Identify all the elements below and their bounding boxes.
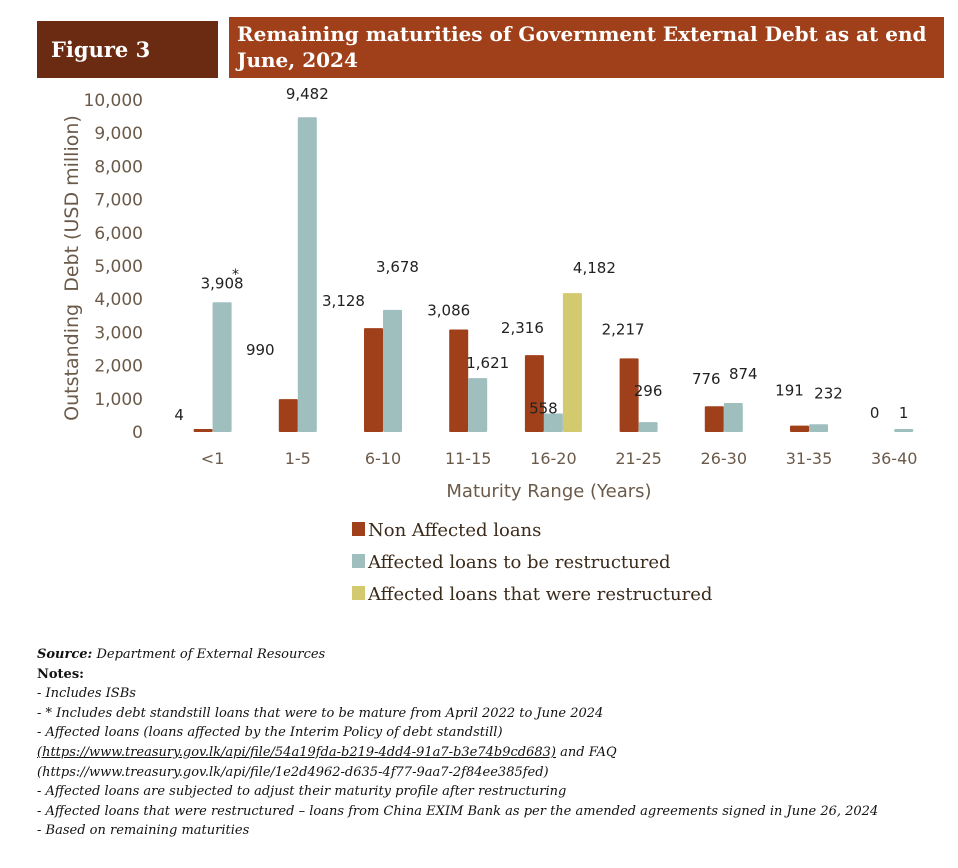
bar-non-affected-loans (704, 406, 724, 432)
data-label: 990 (246, 341, 275, 359)
source-line: Source: Department of External Resources (37, 645, 917, 665)
data-label: 3,128 (322, 292, 365, 310)
y-tick-label: 7,000 (94, 191, 143, 211)
data-label: 232 (814, 384, 843, 402)
data-label: 1,621 (466, 354, 509, 372)
data-label: 0 (870, 404, 880, 422)
legend-label: Affected loans that were restructured (367, 584, 712, 605)
y-tick-label: 6,000 (94, 224, 143, 244)
annotation-marker: * (232, 267, 239, 283)
notes-label: Notes: (37, 666, 84, 682)
x-tick-label: 26-30 (701, 449, 748, 468)
notes-block: Source: Department of External Resources… (37, 645, 917, 841)
bar-affected-loans-to-be-restructured (894, 429, 914, 432)
bar-affected-loans-to-be-restructured (723, 402, 743, 432)
data-label: 3,908 (201, 274, 244, 292)
data-label: 191 (775, 382, 804, 400)
bar-affected-loans-that-were-restructured (562, 293, 582, 432)
data-label: 4,182 (573, 259, 616, 277)
data-label: 776 (692, 370, 721, 388)
x-tick-label: 6-10 (365, 449, 401, 468)
bar-affected-loans-to-be-restructured (383, 309, 402, 432)
y-tick-label: 4,000 (94, 290, 143, 310)
y-tick-label: 9,000 (94, 124, 143, 144)
source-label: Source: (37, 647, 93, 662)
x-tick-label: 11-15 (445, 449, 492, 468)
y-tick-label: 2,000 (94, 357, 143, 377)
bar-non-affected-loans (193, 429, 213, 432)
legend-swatch (352, 522, 365, 536)
x-tick-label: 16-20 (530, 449, 577, 468)
legend-swatch (352, 586, 365, 600)
x-tick-label: 21-25 (615, 449, 662, 468)
bar-affected-loans-to-be-restructured (638, 422, 658, 432)
bar-chart: 0 1,000 2,000 3,000 4,000 5,000 6,000 7,000 8,00… (61, 85, 918, 605)
data-label: 558 (529, 399, 558, 417)
bar-non-affected-loans (449, 329, 469, 432)
legend-swatch (352, 554, 365, 568)
legend-label: Affected loans to be restructured (367, 552, 671, 573)
figure-title: Remaining maturities of Government Exter… (229, 17, 944, 78)
data-label: 9,482 (286, 85, 329, 103)
data-label: 2,316 (501, 319, 544, 337)
y-tick-label: 10,000 (84, 91, 143, 111)
y-tick-label: 1,000 (94, 390, 143, 410)
treasury-link[interactable]: (https://www.treasury.gov.lk/api/file/54… (37, 744, 556, 760)
bar-non-affected-loans (278, 399, 298, 432)
bar-affected-loans-to-be-restructured (543, 413, 563, 432)
bar-affected-loans-to-be-restructured (809, 424, 828, 432)
bar-non-affected-loans (364, 328, 383, 432)
note-item: - * Includes debt standstill loans that … (37, 705, 604, 721)
bar-non-affected-loans (524, 355, 544, 432)
note-link-mid: and FAQ (555, 744, 617, 760)
bar-affected-loans-to-be-restructured (297, 117, 317, 432)
y-tick-label: 5,000 (94, 257, 143, 277)
x-axis-title: Maturity Range (Years) (446, 481, 651, 502)
bar-non-affected-loans (619, 358, 639, 432)
data-label: 3,086 (427, 302, 470, 320)
data-label: 296 (634, 382, 663, 400)
y-tick-label: 3,000 (94, 323, 143, 343)
note-links: (https://www.treasury.gov.lk/api/file/54… (37, 743, 917, 763)
figure-label: Figure 3 (37, 21, 218, 78)
note-item: - Affected loans (loans affected by the … (37, 725, 503, 741)
data-label: 3,678 (376, 258, 419, 276)
x-tick-label: 36-40 (871, 449, 918, 468)
bar-affected-loans-to-be-restructured (468, 378, 488, 432)
x-tick-label: 31-35 (786, 449, 833, 468)
x-tick-label: 1-5 (285, 449, 311, 468)
bar-affected-loans-to-be-restructured (212, 302, 232, 432)
data-label: 4 (174, 406, 184, 424)
x-tick-label: <1 (201, 449, 225, 468)
note-item: - Affected loans that were restructured … (37, 803, 879, 819)
note-item: - Based on remaining maturities (37, 823, 250, 839)
note-item: - Includes ISBs (37, 686, 136, 702)
bar-non-affected-loans (790, 425, 809, 432)
data-label: 874 (729, 365, 758, 383)
y-axis-title: Outstanding Debt (USD million) (61, 115, 83, 421)
y-tick-label: 8,000 (94, 157, 143, 177)
faq-link[interactable]: (https://www.treasury.gov.lk/api/file/1e… (37, 764, 549, 780)
note-item: - Affected loans are subjected to adjust… (37, 784, 567, 800)
data-label: 2,217 (602, 320, 645, 338)
y-tick-label: 0 (132, 423, 143, 443)
legend-label: Non Affected loans (368, 520, 541, 541)
data-label: 1 (899, 404, 909, 422)
source-text: Department of External Resources (92, 647, 326, 662)
